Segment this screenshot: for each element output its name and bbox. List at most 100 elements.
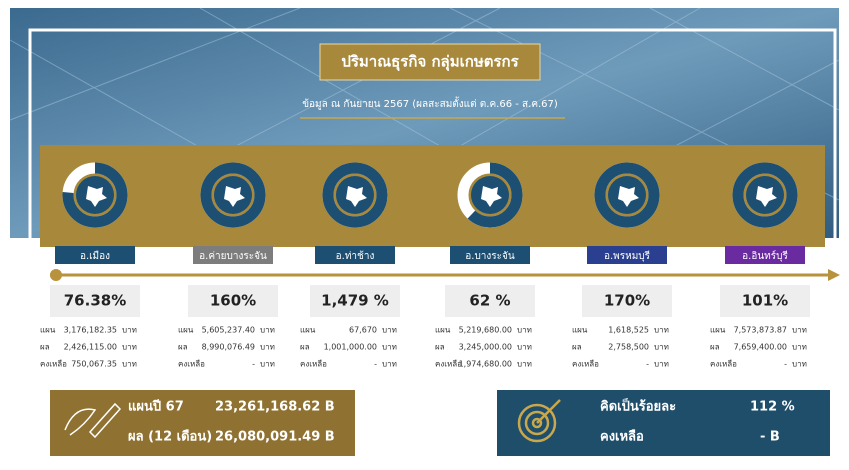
row-value: 8,990,076.49 (202, 343, 255, 352)
row-label: คงเหลือ (435, 360, 462, 369)
row-label: คงเหลือ (710, 360, 737, 369)
district-name: อ.พรหมบุรี (604, 250, 651, 262)
row-unit: บาท (792, 326, 807, 335)
row-label: ผล (572, 343, 582, 352)
row-unit: บาท (792, 343, 807, 352)
row-value: 5,605,237.40 (202, 326, 255, 335)
row-label: ผล (435, 343, 445, 352)
row-value: 750,067.35 (71, 360, 117, 369)
district-label-box (587, 246, 667, 264)
row-unit: บาท (654, 343, 669, 352)
percent-box (188, 285, 278, 317)
row-value: 3,245,000.00 (459, 343, 512, 352)
row-value: 1,974,680.00 (459, 360, 512, 369)
donut-progress (594, 162, 660, 228)
row-unit: บาท (517, 343, 532, 352)
district-map-icon (756, 186, 777, 207)
summary-percent-value: 112 % (750, 400, 795, 415)
district-map-icon (224, 186, 245, 207)
percent-label: 160% (210, 292, 256, 310)
row-unit: บาท (260, 343, 275, 352)
donut-progress (732, 162, 798, 228)
title-box (319, 43, 541, 81)
district-map-icon (346, 186, 367, 207)
row-label: แผน (710, 326, 726, 335)
row-label: แผน (572, 326, 588, 335)
gold-band (40, 145, 825, 247)
row-value: - (252, 360, 255, 369)
summary-remaining-label: คงเหลือ (600, 429, 644, 445)
timeline-dot (50, 269, 62, 281)
row-label: คงเหลือ (40, 360, 67, 369)
subtitle: ข้อมูล ณ กันยายน 2567 (ผลสะสมตั้งแต่ ต.ค… (302, 96, 558, 110)
target-icon (517, 399, 561, 443)
summary-percent-label: คิดเป็นร้อยละ (600, 397, 676, 415)
timeline-arrow (828, 269, 840, 281)
row-unit: บาท (654, 360, 669, 369)
summary-left-box (50, 390, 355, 456)
row-value: - (374, 360, 377, 369)
row-value: 7,659,400.00 (734, 343, 787, 352)
summary-plan-label: แผนปี 67 (128, 399, 184, 415)
district-map-icon (618, 186, 639, 207)
percent-box (720, 285, 810, 317)
district-name: อ.อินทร์บุรี (742, 250, 788, 262)
row-value: - (784, 360, 787, 369)
row-value: 5,219,680.00 (459, 326, 512, 335)
row-label: แผน (178, 326, 194, 335)
summary-remaining-value: - B (760, 430, 780, 445)
row-label: คงเหลือ (178, 360, 205, 369)
row-unit: บาท (260, 360, 275, 369)
row-value: 3,176,182.35 (64, 326, 117, 335)
district-map-icon (86, 186, 107, 207)
title: ปริมาณธุรกิจ กลุ่มเกษตรกร (341, 53, 519, 72)
row-unit: บาท (382, 360, 397, 369)
row-label: คงเหลือ (572, 360, 599, 369)
donut-progress (322, 162, 388, 228)
percent-label: 170% (604, 292, 650, 310)
row-label: ผล (178, 343, 188, 352)
district-map-icon (481, 186, 502, 207)
percent-label: 1,479 % (321, 292, 389, 310)
row-value: 67,670 (349, 326, 377, 335)
row-value: 7,573,873.87 (734, 326, 787, 335)
summary-right-box (497, 390, 830, 456)
row-unit: บาท (382, 343, 397, 352)
row-label: ผล (710, 343, 720, 352)
row-value: 2,758,500 (608, 343, 649, 352)
row-unit: บาท (122, 343, 137, 352)
row-unit: บาท (122, 360, 137, 369)
percent-label: 101% (742, 292, 788, 310)
row-unit: บาท (517, 326, 532, 335)
donut-progress (457, 162, 523, 228)
summary-result-value: 26,080,091.49 B (215, 430, 335, 445)
row-label: แผน (300, 326, 316, 335)
row-label: ผล (40, 343, 50, 352)
row-unit: บาท (517, 360, 532, 369)
district-name: อ.ค่ายบางระจัน (199, 251, 267, 262)
summary-plan-value: 23,261,168.62 B (215, 400, 335, 415)
donut-progress (200, 162, 266, 228)
percent-label: 76.38% (64, 292, 126, 310)
percent-label: 62 % (469, 292, 510, 310)
district-label-box (450, 246, 530, 264)
donut-progress (62, 162, 128, 228)
row-value: 2,426,115.00 (64, 343, 117, 352)
district-label-box (193, 246, 273, 264)
row-label: ผล (300, 343, 310, 352)
row-unit: บาท (792, 360, 807, 369)
district-label-box (315, 246, 395, 264)
summary-result-label: ผล (12 เดือน) (128, 429, 212, 445)
district-name: อ.บางระจัน (465, 251, 515, 262)
row-label: คงเหลือ (300, 360, 327, 369)
district-name: อ.ท่าช้าง (336, 250, 375, 262)
row-unit: บาท (122, 326, 137, 335)
row-value: 1,618,525 (608, 326, 649, 335)
percent-box (310, 285, 400, 317)
row-unit: บาท (260, 326, 275, 335)
percent-box (50, 285, 140, 317)
percent-box (445, 285, 535, 317)
signature-icon (64, 402, 122, 439)
percent-box (582, 285, 672, 317)
